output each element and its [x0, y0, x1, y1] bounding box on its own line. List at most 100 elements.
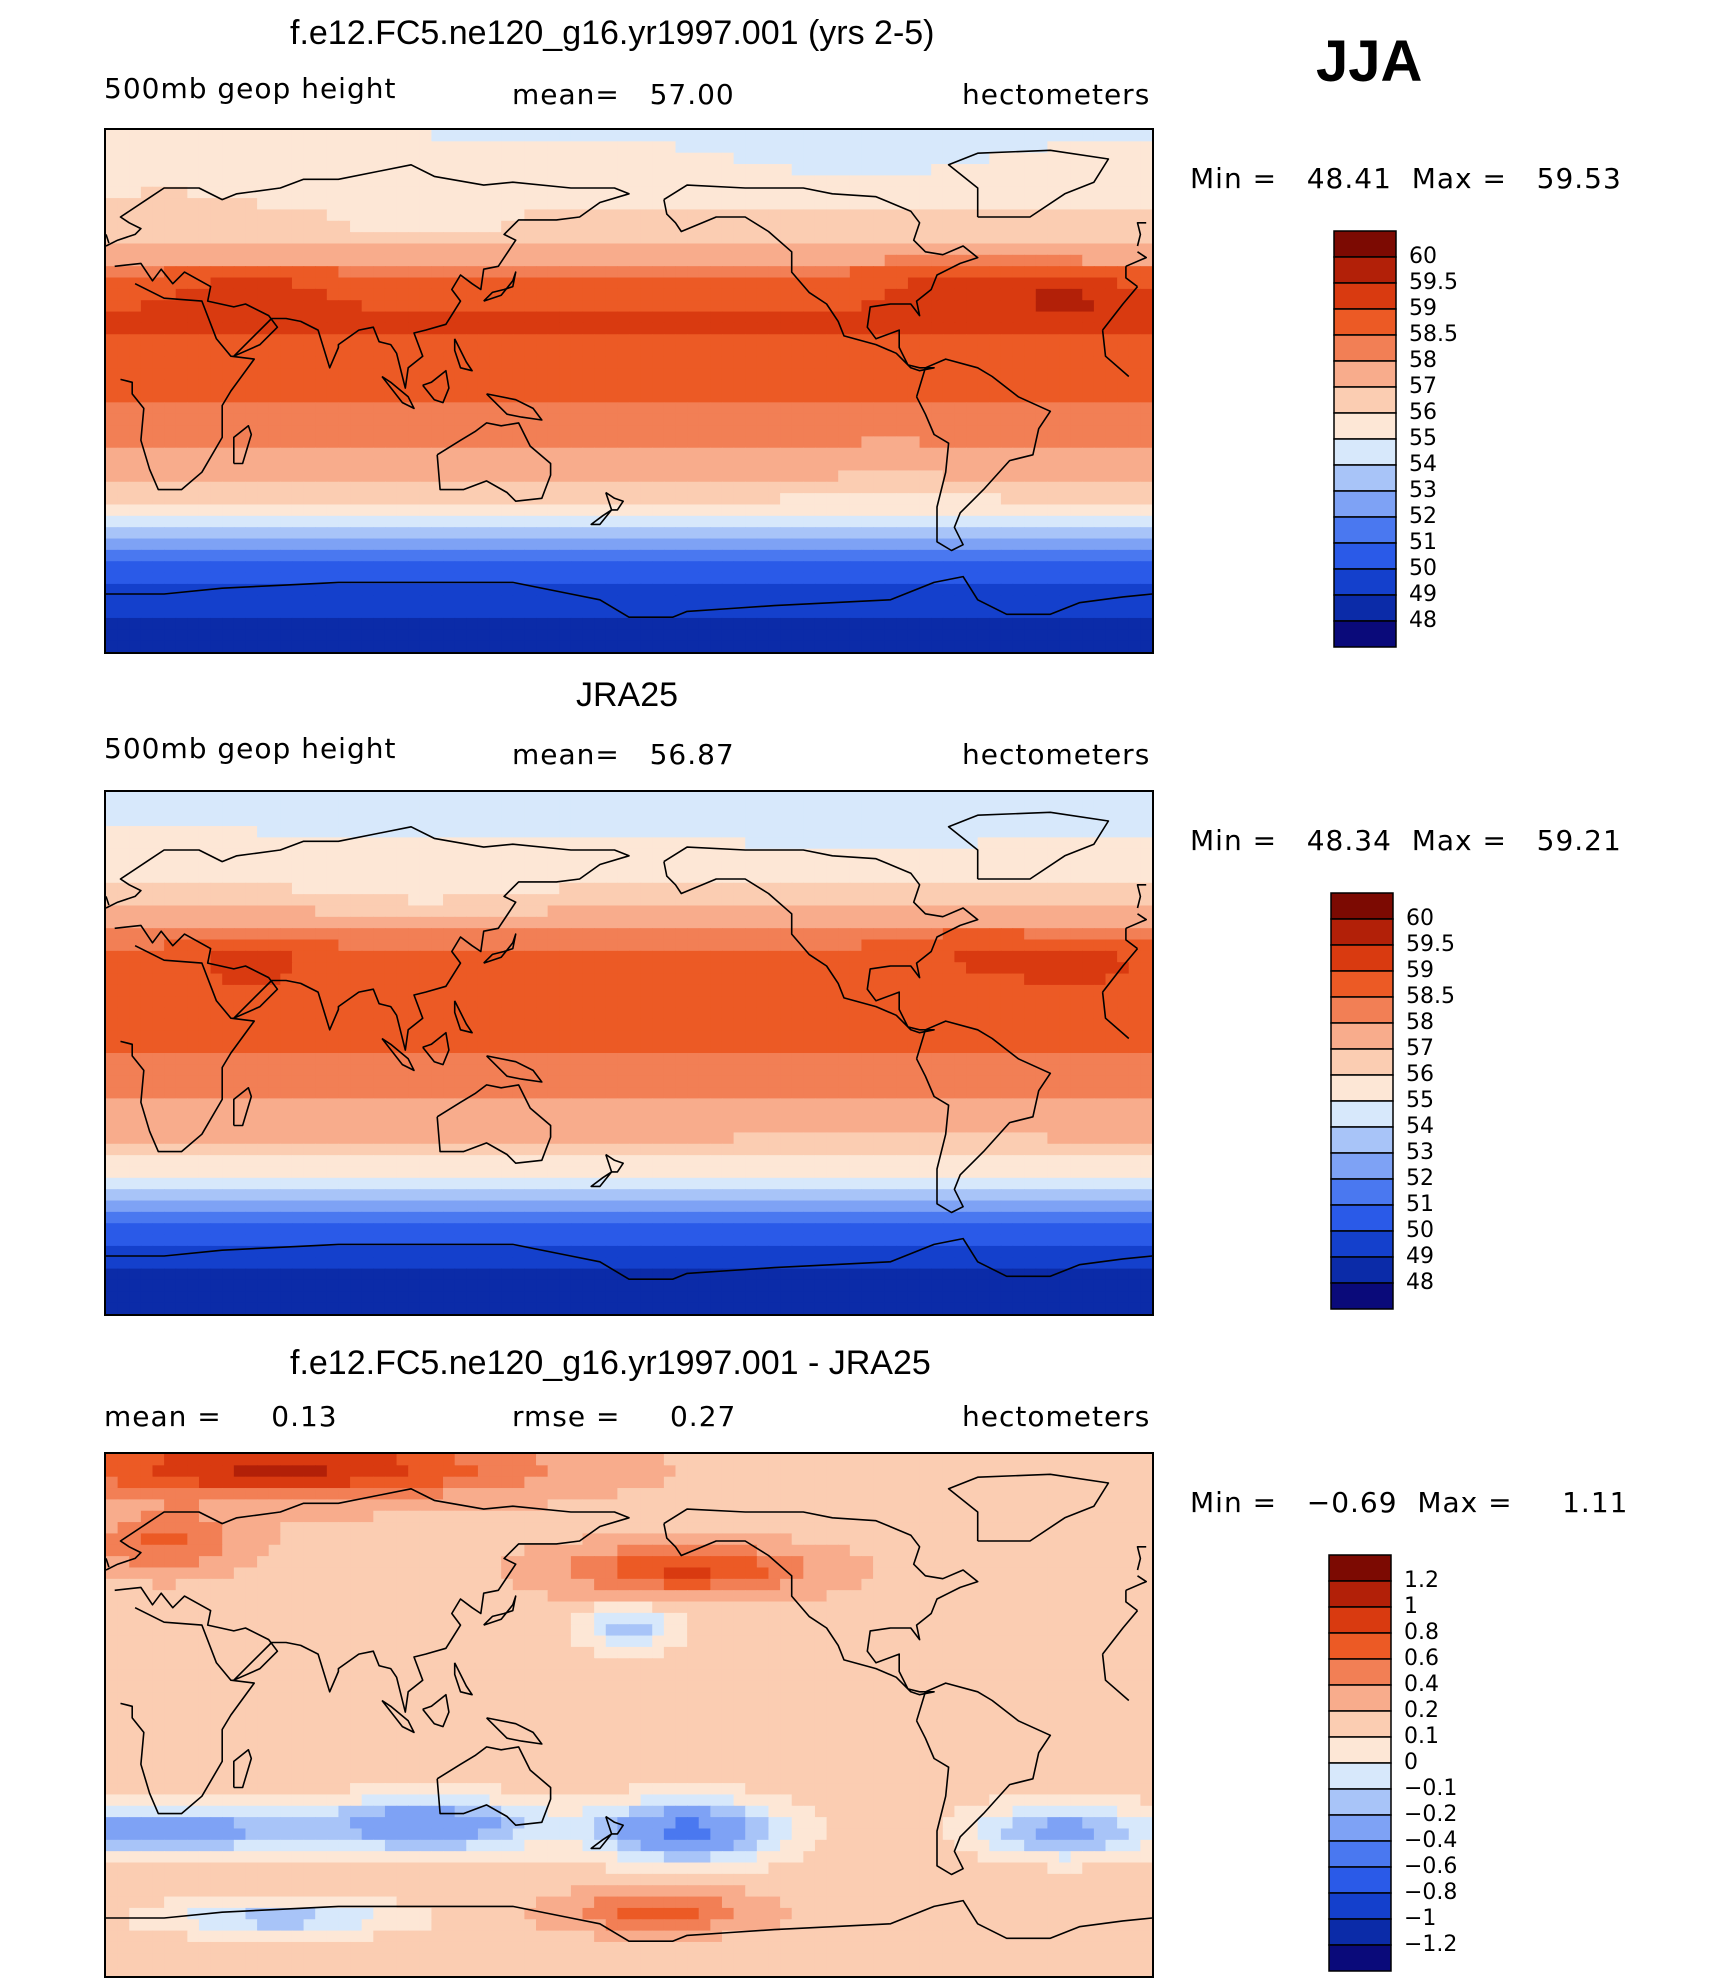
coastline [233, 424, 253, 465]
colorbar-swatch [1330, 1282, 1394, 1310]
coastline [422, 369, 450, 404]
coastline [486, 1055, 543, 1083]
colorbar-swatch [1333, 360, 1397, 388]
colorbar-swatch [1330, 892, 1394, 920]
panel-label-variable: 500mb geop height [104, 72, 397, 105]
colorbar-level-label: 55 [1406, 1088, 1434, 1113]
panel-title-model: f.e12.FC5.ne120_g16.yr1997.001 (yrs 2-5) [290, 14, 935, 52]
colorbar-level-label: 0.4 [1404, 1672, 1439, 1697]
colorbar-level-label: 59.5 [1409, 270, 1458, 295]
colorbar-swatch [1333, 516, 1397, 544]
colorbar-level-label: −0.1 [1404, 1776, 1458, 1801]
colorbar-level-label: −0.8 [1404, 1880, 1458, 1905]
coastlines [106, 1473, 1152, 1943]
colorbar-swatch [1333, 620, 1397, 648]
coastline [120, 944, 255, 1153]
colorbar-swatch [1328, 1814, 1392, 1842]
coastline [106, 1558, 110, 1568]
colorbar-level-label: 59 [1406, 958, 1434, 983]
coastlines [106, 149, 1152, 619]
colorbar-swatch [1333, 568, 1397, 596]
coastline [436, 422, 552, 503]
colorbar-level-label: 0.8 [1404, 1620, 1439, 1645]
colorbar-level-label: 50 [1406, 1218, 1434, 1243]
colorbar-swatch [1328, 1892, 1392, 1920]
colorbar-diff: 1.2 1 0.8 0.6 0.4 0.2 0.1 0 −0.1 −0.2 −0.4 −0.6 −0.8… [1328, 1554, 1548, 1979]
contour-field [106, 1454, 1152, 1976]
colorbar-swatch [1330, 944, 1394, 972]
colorbar-swatch [1333, 464, 1397, 492]
colorbar-level-label: 56 [1409, 400, 1437, 425]
colorbar-level-label: 0.2 [1404, 1698, 1439, 1723]
coastline [1101, 1654, 1130, 1702]
colorbar-level-label: 59.5 [1406, 932, 1455, 957]
coastline [590, 1171, 613, 1188]
season-label: JJA [1316, 29, 1423, 94]
colorbar-swatch [1328, 1632, 1392, 1660]
colorbar-level-label: 59 [1409, 296, 1437, 321]
coastline [453, 1000, 473, 1034]
coastline [947, 1473, 1110, 1542]
coastline [915, 358, 1052, 552]
coastline [1125, 251, 1147, 268]
coastline [233, 1086, 253, 1127]
coastline [1101, 1610, 1139, 1655]
coastline [106, 163, 630, 389]
panel-label-units: hectometers [962, 738, 1151, 771]
contour-field [106, 130, 1152, 652]
coastline [486, 1717, 543, 1745]
colorbar-level-label: −0.6 [1404, 1854, 1458, 1879]
coastline [422, 1031, 450, 1066]
panel-title-diff: f.e12.FC5.ne120_g16.yr1997.001 - JRA25 [290, 1344, 931, 1382]
coastline [915, 1682, 1052, 1876]
map-diff [104, 1452, 1154, 1978]
colorbar-level-label: 49 [1409, 582, 1437, 607]
coastline [590, 1833, 613, 1850]
colorbar-swatch [1330, 1100, 1394, 1128]
coastline [483, 271, 517, 302]
coastline [422, 1693, 450, 1728]
colorbar-swatch [1333, 308, 1397, 336]
colorbar-level-label: 0 [1404, 1750, 1418, 1775]
colorbar-swatch [1333, 256, 1397, 284]
colorbar-swatch [1328, 1710, 1392, 1738]
colorbar-svg [1330, 892, 1394, 1310]
colorbar-swatch [1328, 1840, 1392, 1868]
panel-label-units: hectometers [962, 78, 1151, 111]
colorbar-level-label: 58.5 [1409, 322, 1458, 347]
panel-label-mean: mean= 56.87 [512, 738, 735, 771]
panel-label-variable: 500mb geop height [104, 732, 397, 765]
panel-label-diff-mean: mean = 0.13 [104, 1400, 338, 1433]
minmax-model: Min = 48.41 Max = 59.53 [1190, 162, 1622, 195]
colorbar-level-label: −0.4 [1404, 1828, 1458, 1853]
colorbar-level-label: −0.2 [1404, 1802, 1458, 1827]
coastline [1101, 948, 1139, 993]
colorbar-swatch [1328, 1866, 1392, 1894]
colorbar-level-label: 53 [1406, 1140, 1434, 1165]
coastline [605, 1815, 625, 1835]
coastline [1101, 330, 1130, 378]
colorbar-level-label: 52 [1409, 504, 1437, 529]
colorbar-swatch [1328, 1918, 1392, 1946]
coastline [1101, 286, 1139, 331]
minmax-obs: Min = 48.34 Max = 59.21 [1190, 824, 1622, 857]
colorbar-svg [1333, 230, 1397, 648]
coastline [106, 575, 1152, 619]
colorbar-swatch [1333, 438, 1397, 466]
colorbar-level-label: 52 [1406, 1166, 1434, 1191]
coastline [436, 1084, 552, 1165]
colorbar-level-label: 53 [1409, 478, 1437, 503]
coastline [947, 149, 1110, 218]
panel-label-units: hectometers [962, 1400, 1151, 1433]
panel-title-obs: JRA25 [576, 676, 679, 714]
coastline [483, 933, 517, 964]
coastline [106, 1487, 630, 1713]
colorbar-level-label: 57 [1406, 1036, 1434, 1061]
colorbar-swatch [1328, 1788, 1392, 1816]
colorbar-swatch [1333, 542, 1397, 570]
coastline [1125, 1575, 1147, 1592]
coastline [120, 1606, 255, 1815]
colorbar-level-label: −1.2 [1404, 1932, 1458, 1957]
coastline [106, 825, 630, 1051]
colorbar-level-label: 0.1 [1404, 1724, 1439, 1749]
